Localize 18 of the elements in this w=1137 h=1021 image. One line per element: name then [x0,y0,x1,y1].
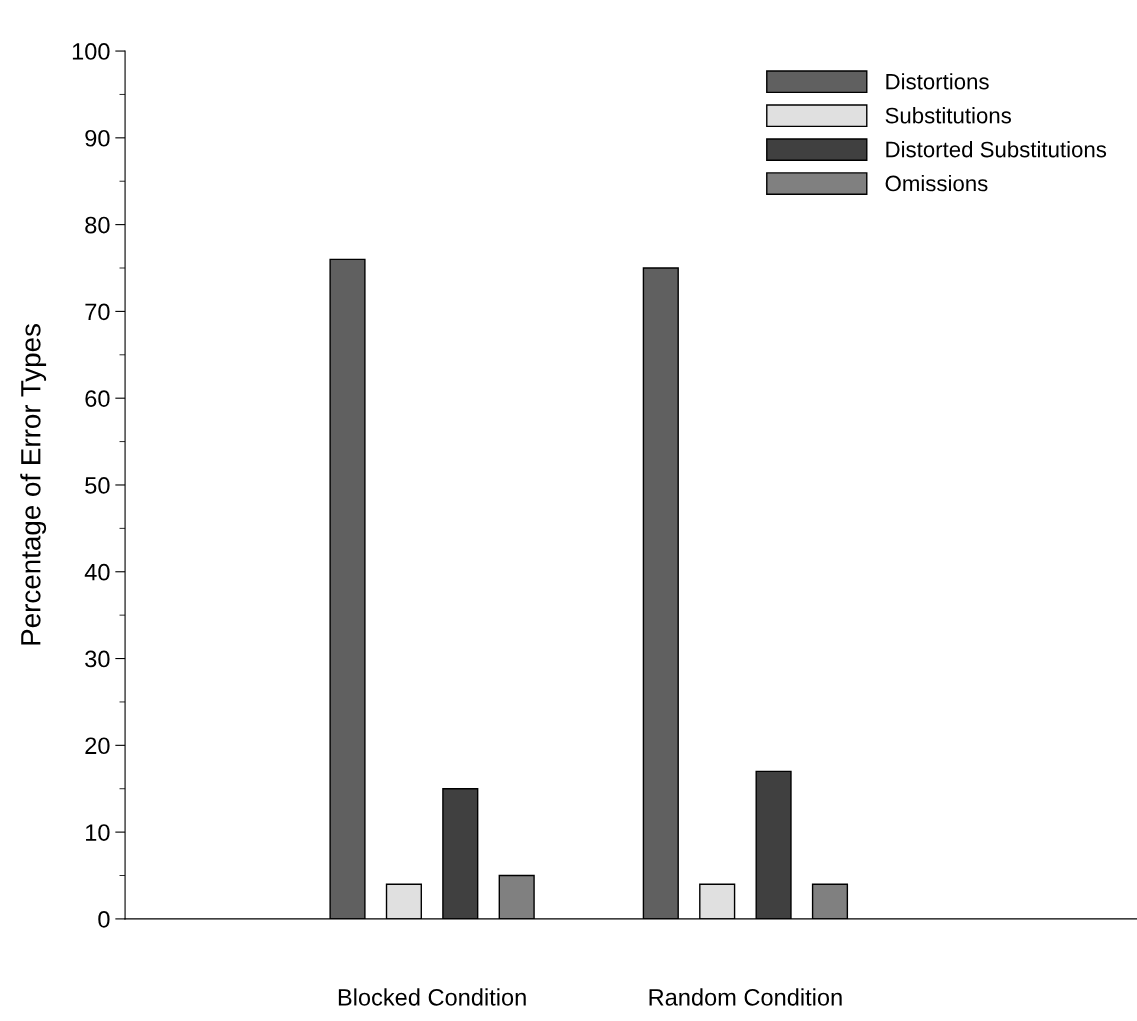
legend-label: Distorted Substitutions [886,141,1107,158]
x-tick-label: Blocked Condition [338,988,526,1006]
y-tick-label: 10 [86,824,110,841]
y-tick-label: 50 [85,477,110,494]
x-tick-label: Random Condition [649,988,842,1006]
y-tick-label: 80 [85,216,110,234]
y-axis-title: Percentage of Error Types [20,324,47,645]
legend-label: Distortions [886,73,989,90]
y-tick-label: 0 [98,910,110,928]
y-tick-label: 70 [85,303,110,321]
legend-label: Omissions [885,175,988,192]
y-tick-label: 20 [85,737,110,755]
y-tick-label: 100 [72,43,110,60]
y-tick-label: 30 [85,650,110,668]
y-tick-label: 90 [85,129,110,147]
y-tick-label: 40 [84,563,110,581]
y-tick-label: 60 [85,390,110,407]
legend-label: Substitutions [885,107,1011,124]
